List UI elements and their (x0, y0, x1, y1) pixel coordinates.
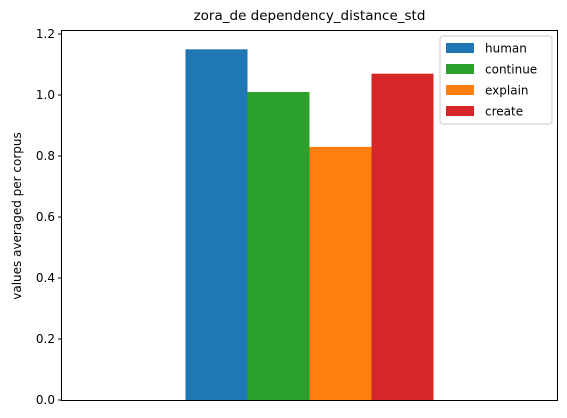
legend-label-continue: continue (485, 63, 537, 77)
legend-swatch-continue (446, 64, 474, 74)
y-tick-label: 0.8 (36, 149, 55, 163)
y-tick-label: 0.0 (36, 393, 55, 407)
y-tick-label: 0.6 (36, 210, 55, 224)
y-tick-label: 0.4 (36, 271, 55, 285)
y-tick-label: 1.2 (36, 27, 55, 41)
y-axis-label: values averaged per corpus (10, 132, 24, 300)
legend-swatch-explain (446, 85, 474, 95)
y-tick-label: 1.0 (36, 88, 55, 102)
legend-swatch-create (446, 106, 474, 116)
y-ticks: 0.0 0.2 0.4 0.6 0.8 1.0 1.2 (36, 27, 62, 407)
bar-continue (247, 91, 310, 401)
legend: human continue explain create (439, 35, 553, 125)
chart-title: zora_de dependency_distance_std (194, 8, 426, 24)
legend-box (439, 35, 553, 125)
legend-swatch-human (446, 43, 474, 53)
bar-human (185, 49, 248, 401)
bars-group (185, 49, 434, 401)
legend-label-create: create (485, 105, 523, 119)
y-tick-label: 0.2 (36, 332, 55, 346)
plot-frame (61, 30, 558, 401)
legend-label-explain: explain (485, 84, 529, 98)
legend-label-human: human (485, 42, 527, 56)
bar-create (371, 73, 434, 400)
bar-explain (309, 146, 372, 400)
